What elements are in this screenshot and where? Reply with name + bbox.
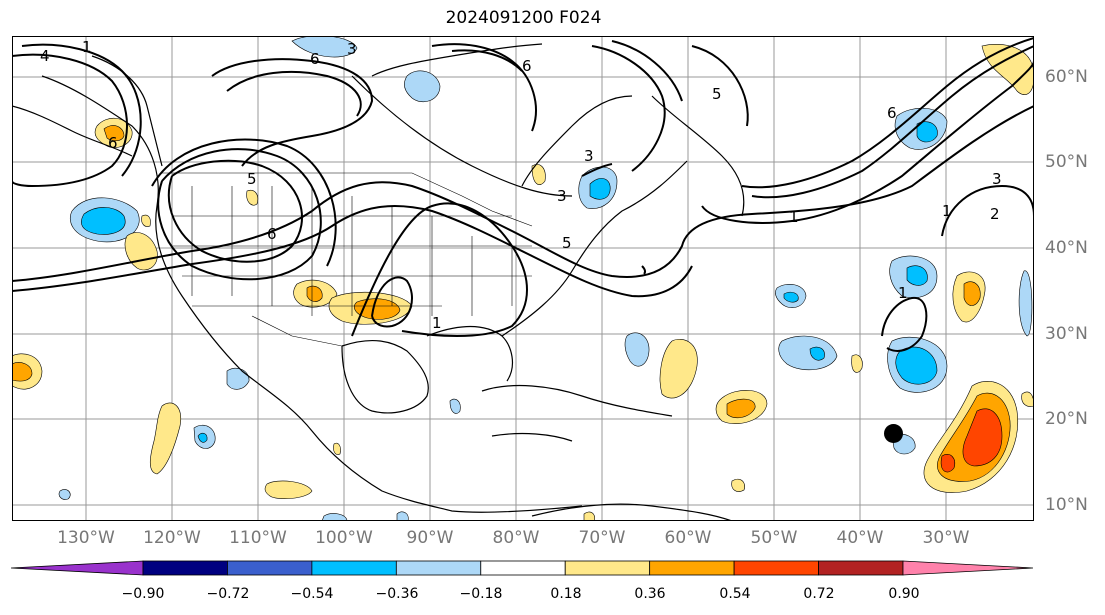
contour-label: 5 bbox=[712, 85, 722, 103]
colorbar-segment bbox=[818, 560, 904, 576]
longitude-label: 60°W bbox=[664, 528, 712, 548]
height-contours bbox=[12, 37, 1034, 352]
contour-labels: 1 4 6 3 6 5 3 6 5 3 5 1 1 6 1 3 2 1 6 bbox=[40, 38, 1002, 332]
contour-label: 1 bbox=[432, 314, 442, 332]
colorbar-segment bbox=[227, 560, 313, 576]
colorbar-segment bbox=[480, 560, 566, 576]
colorbar-extend-high bbox=[902, 560, 1034, 576]
longitude-label: 120°W bbox=[143, 528, 201, 548]
contour-label: 6 bbox=[310, 50, 320, 68]
storm-center-dot bbox=[884, 424, 903, 443]
contour-label: 6 bbox=[522, 57, 532, 75]
colorbar-tick-label: −0.18 bbox=[459, 586, 503, 602]
longitude-label: 50°W bbox=[750, 528, 798, 548]
colorbar-tick-label: −0.36 bbox=[375, 586, 419, 602]
latitude-label: 20°N bbox=[1045, 409, 1088, 429]
longitude-label: 90°W bbox=[406, 528, 454, 548]
contour-label: 2 bbox=[990, 205, 1000, 223]
latitude-label: 60°N bbox=[1045, 67, 1088, 87]
contour-label: 1 bbox=[789, 208, 799, 226]
gridlines bbox=[12, 36, 1034, 521]
contour-label: 3 bbox=[557, 187, 567, 205]
map-title: 2024091200 F024 bbox=[445, 8, 602, 28]
longitude-label: 100°W bbox=[315, 528, 373, 548]
colorbar-segment bbox=[311, 560, 397, 576]
latitude-label: 40°N bbox=[1045, 238, 1088, 258]
colorbar-tick-label: 0.90 bbox=[888, 586, 920, 602]
negative-anomaly-fills bbox=[58, 36, 1033, 521]
colorbar-tick-label: −0.72 bbox=[206, 586, 250, 602]
longitude-label: 30°W bbox=[922, 528, 970, 548]
contour-label: 1 bbox=[898, 284, 908, 302]
contour-label: 6 bbox=[887, 104, 897, 122]
colorbar-segment bbox=[733, 560, 819, 576]
longitude-label: 70°W bbox=[578, 528, 626, 548]
contour-label: 6 bbox=[267, 225, 277, 243]
longitude-label: 110°W bbox=[229, 528, 287, 548]
longitude-label: 40°W bbox=[836, 528, 884, 548]
colorbar-segment bbox=[649, 560, 735, 576]
colorbar-tick-label: 0.36 bbox=[634, 586, 666, 602]
latitude-label: 50°N bbox=[1045, 152, 1088, 172]
positive-anomaly-fills bbox=[12, 44, 1034, 521]
weather-map: 1 4 6 3 6 5 3 6 5 3 5 1 1 6 1 3 2 1 6 bbox=[12, 36, 1034, 521]
colorbar-segment bbox=[142, 560, 228, 576]
contour-label: 3 bbox=[347, 40, 357, 58]
colorbar bbox=[10, 560, 1034, 576]
latitude-label: 10°N bbox=[1045, 495, 1088, 515]
colorbar-tick-label: 0.72 bbox=[803, 586, 835, 602]
contour-label: 3 bbox=[584, 147, 594, 165]
longitude-label: 130°W bbox=[57, 528, 115, 548]
latitude-label: 30°N bbox=[1045, 324, 1088, 344]
contour-label: 3 bbox=[992, 170, 1002, 188]
colorbar-segment bbox=[564, 560, 651, 576]
colorbar-tick-label: 0.18 bbox=[550, 586, 582, 602]
contour-label: 5 bbox=[247, 170, 257, 188]
colorbar-tick-label: −0.90 bbox=[121, 586, 165, 602]
contour-label: 4 bbox=[40, 47, 50, 65]
colorbar-extend-low bbox=[10, 560, 144, 576]
colorbar-tick-label: −0.54 bbox=[290, 586, 334, 602]
colorbar-tick-label: 0.54 bbox=[719, 586, 751, 602]
colorbar-segment bbox=[395, 560, 482, 576]
contour-label: 6 bbox=[108, 134, 118, 152]
contour-label: 1 bbox=[82, 38, 92, 56]
contour-label: 5 bbox=[562, 234, 572, 252]
contour-label: 1 bbox=[942, 202, 952, 220]
country-state-borders bbox=[162, 172, 533, 347]
coastlines bbox=[12, 43, 745, 521]
longitude-label: 80°W bbox=[492, 528, 540, 548]
